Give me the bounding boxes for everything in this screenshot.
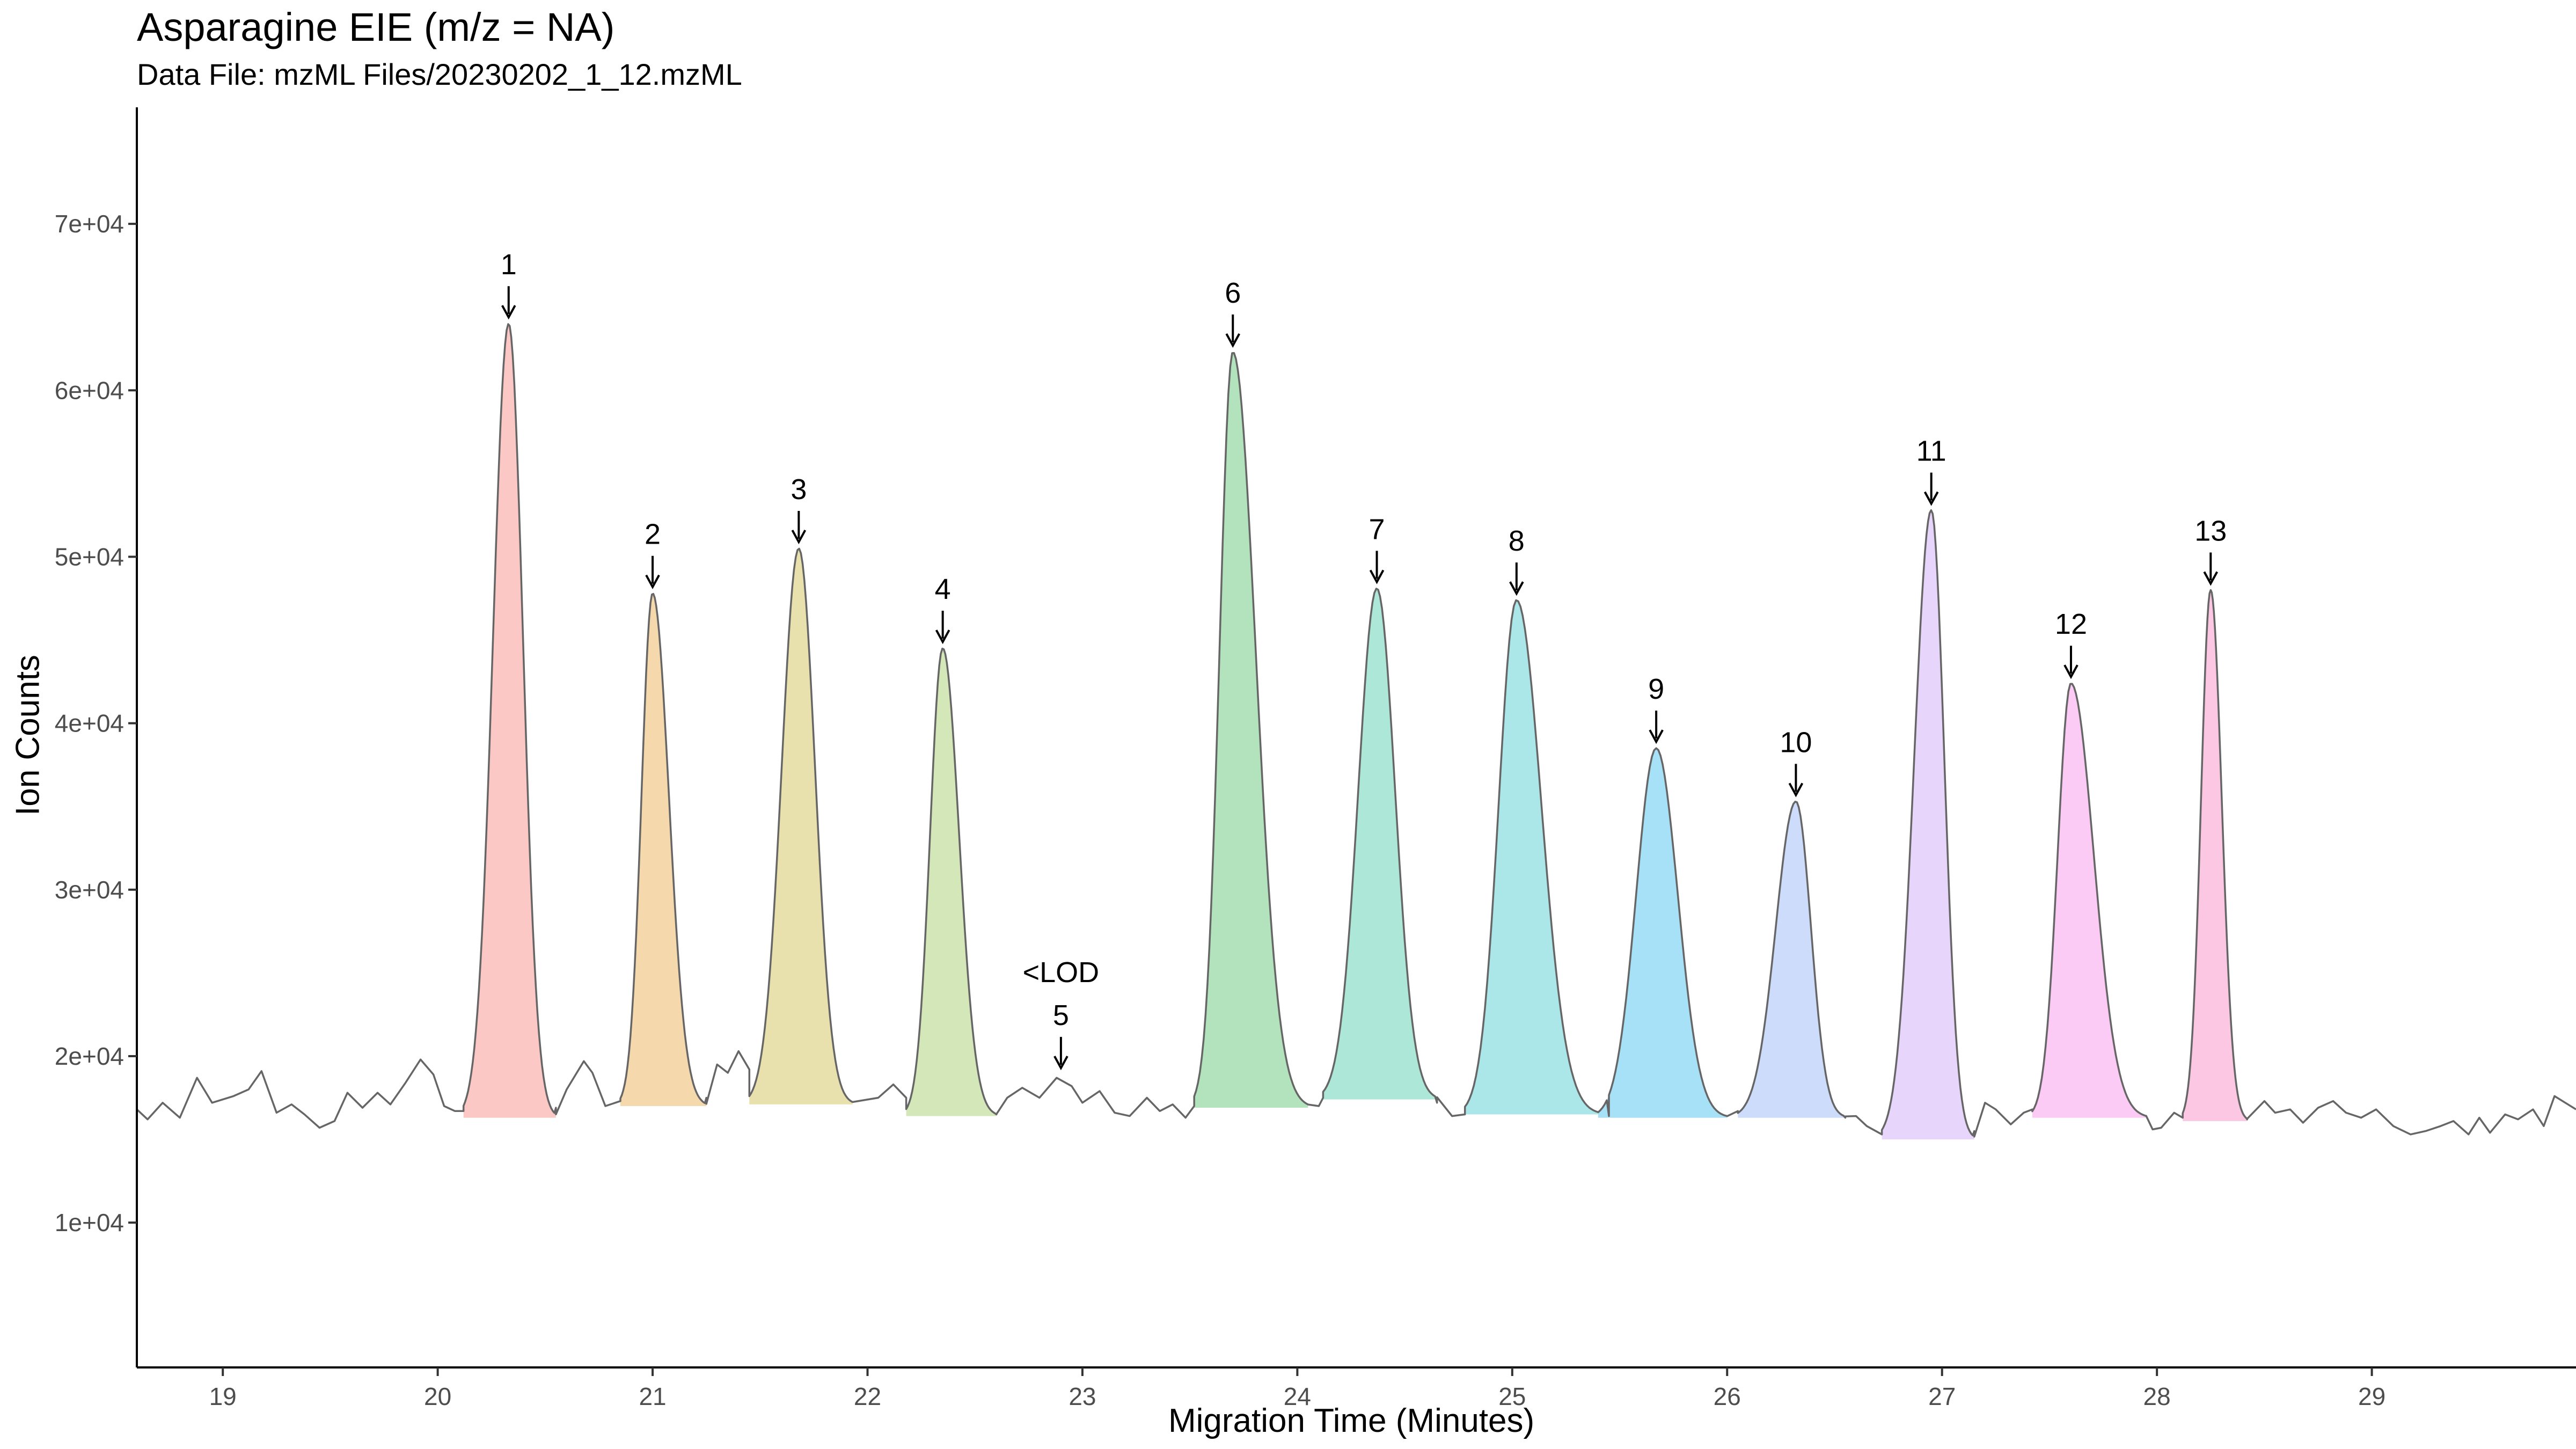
peak-label-5: 5 [1053, 999, 1069, 1031]
peak-label-13: 13 [2194, 515, 2227, 547]
annotation-arrowhead [501, 305, 516, 320]
x-tick-label: 28 [2143, 1382, 2171, 1410]
chart-subtitle: Data File: mzML Files/20230202_1_12.mzML [137, 57, 742, 91]
y-tick-label: 7e+04 [55, 210, 124, 238]
peak-label-4: 4 [935, 573, 951, 605]
peak-fill-12 [2032, 684, 2147, 1118]
chart-title: Asparagine EIE (m/z = NA) [137, 5, 615, 49]
annotation-arrowhead [1225, 333, 1241, 348]
peak-label-6: 6 [1225, 277, 1241, 309]
peak-label-11: 11 [1916, 435, 1946, 467]
y-tick-label: 1e+04 [55, 1209, 124, 1236]
y-tick-label: 5e+04 [55, 543, 124, 570]
x-tick-label: 19 [209, 1382, 237, 1410]
y-tick-label: 2e+04 [55, 1042, 124, 1070]
x-tick-label: 25 [1498, 1382, 1526, 1410]
peak-fill-7 [1323, 588, 1437, 1100]
peak-fill-3 [749, 548, 853, 1104]
x-tick-label: 29 [2358, 1382, 2385, 1410]
annotation-arrowhead [645, 574, 660, 589]
peak-label-10: 10 [1780, 726, 1812, 758]
annotation-arrowhead [2063, 664, 2079, 679]
peak-fills [463, 324, 2248, 1140]
peak-label-12: 12 [2055, 608, 2087, 640]
y-axis-label: Ion Counts [9, 655, 47, 816]
x-tick-label: 27 [1928, 1382, 1956, 1410]
y-tick-label: 4e+04 [55, 709, 124, 737]
x-tick-label: 20 [424, 1382, 451, 1410]
annotation-arrowhead [2203, 571, 2219, 586]
peak-fill-9 [1598, 748, 1728, 1118]
annotation-arrowhead [1369, 569, 1385, 584]
annotation-arrowhead [1509, 581, 1524, 596]
peak-fill-6 [1194, 353, 1308, 1108]
x-axis-label: Migration Time (Minutes) [1168, 1402, 1535, 1439]
peak-fill-8 [1465, 600, 1598, 1115]
peak-label-7: 7 [1369, 513, 1385, 545]
peak-label-3: 3 [791, 473, 807, 506]
x-tick-label: 23 [1069, 1382, 1096, 1410]
signal-trace [136, 323, 2576, 1138]
signal-line [136, 323, 2576, 1138]
x-tick-label: 26 [1714, 1382, 1741, 1410]
y-tick-label: 6e+04 [55, 376, 124, 404]
peak-fill-2 [620, 594, 707, 1107]
x-tick-label: 21 [639, 1382, 666, 1410]
peak-fill-1 [463, 324, 556, 1118]
annotation-arrowhead [1923, 491, 1939, 506]
peak-label-9: 9 [1648, 673, 1664, 705]
axes: 19 20 21 22 23 24 25 26 27 28 291e+042e+043e+044e+… [55, 107, 2576, 1410]
peak-label-2: 2 [645, 518, 661, 551]
peak-label-1: 1 [501, 248, 517, 281]
annotation-arrowhead [1053, 1056, 1069, 1071]
annotation-arrowhead [1649, 729, 1664, 744]
peak-label-8: 8 [1509, 525, 1525, 557]
x-tick-label: 24 [1284, 1382, 1311, 1410]
peak-fill-10 [1738, 801, 1846, 1118]
annotation-arrowhead [791, 529, 807, 545]
annotation-arrowhead [1788, 782, 1804, 797]
peak-fill-4 [906, 648, 997, 1116]
annotation-arrowhead [935, 630, 950, 645]
y-tick-label: 3e+04 [55, 876, 124, 904]
x-tick-label: 22 [854, 1382, 881, 1410]
peak-fill-13 [2183, 590, 2248, 1121]
peak-note: <LOD [1023, 956, 1100, 989]
peak-fill-11 [1882, 510, 1974, 1140]
